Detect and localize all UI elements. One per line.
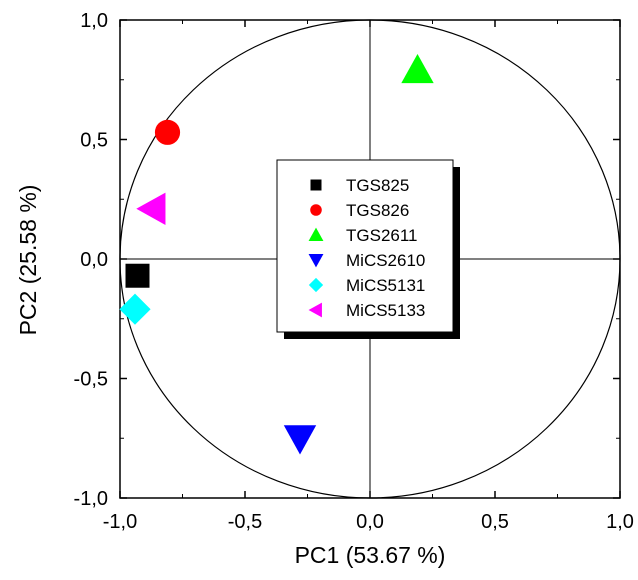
x-tick-label: -1,0	[103, 511, 137, 533]
data-point-tgs2611	[401, 53, 434, 84]
legend: TGS825 TGS826 TGS2611 MiCS2610 MiCS5131 MiCS5…	[276, 159, 460, 339]
x-tick-label: 0,0	[356, 511, 384, 533]
legend-label: MiCS2610	[346, 251, 425, 270]
legend-marker-mics5133	[308, 302, 322, 318]
y-axis-label: PC2 (25.58 %)	[15, 185, 41, 336]
y-tick-label: -1,0	[74, 488, 108, 510]
x-axis-label: PC1 (53.67 %)	[295, 542, 446, 568]
legend-marker-tgs825	[310, 179, 322, 191]
y-tick-label: 0,5	[80, 130, 108, 152]
x-tick-label: 1,0	[606, 511, 634, 533]
legend-marker-mics5131	[308, 277, 324, 293]
x-tick-label: -0,5	[228, 511, 262, 533]
legend-label: TGS825	[346, 176, 409, 195]
legend-marker-tgs2611	[308, 227, 324, 241]
data-point-mics5133	[136, 192, 166, 226]
legend-marker-mics2610	[308, 254, 324, 268]
legend-label: MiCS5131	[346, 276, 425, 295]
y-tick-label: -0,5	[74, 369, 108, 391]
y-tick-label: 0,0	[80, 249, 108, 271]
x-tick-label: 0,5	[481, 511, 509, 533]
legend-label: TGS826	[346, 201, 409, 220]
data-point-tgs825	[125, 263, 150, 288]
legend-label: TGS2611	[346, 226, 418, 245]
data-point-tgs826	[154, 119, 181, 145]
y-tick-label: 1,0	[80, 10, 108, 32]
data-point-mics5131	[119, 293, 151, 325]
legend-marker-tgs826	[310, 204, 322, 216]
plot-area: -1,0 -0,5 0,0 0,5 1,0 -1,0 -0,5 0,0 0,5 1,0 TGS825…	[74, 10, 634, 533]
legend-label: MiCS5133	[346, 301, 425, 320]
legend-box	[276, 159, 454, 333]
data-point-mics2610	[283, 425, 317, 455]
